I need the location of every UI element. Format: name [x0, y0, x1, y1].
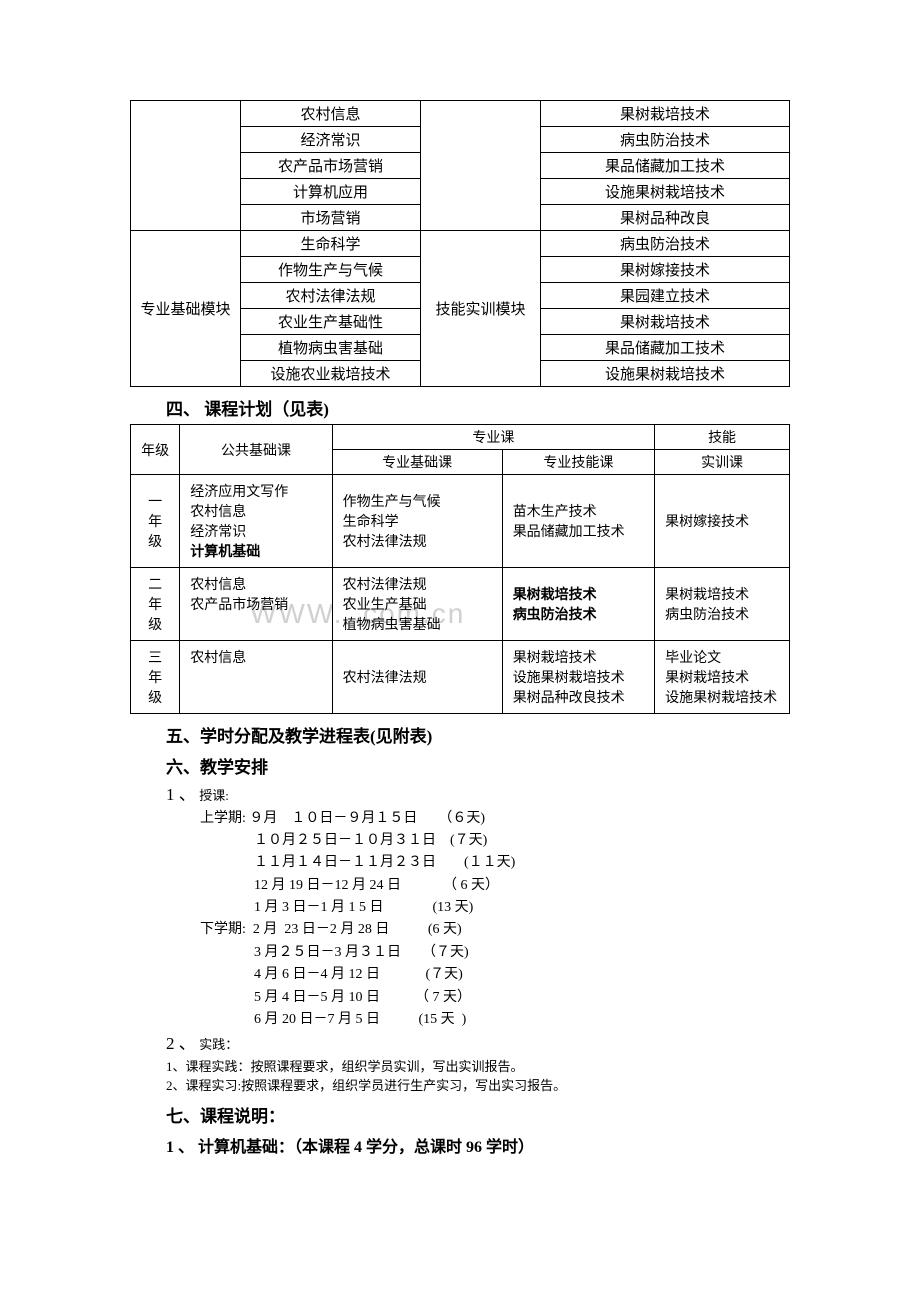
- col-pro-skill: 专业技能课: [502, 450, 654, 475]
- module-left-item: 经济常识: [241, 127, 421, 153]
- plan-cell: 果树栽培技术设施果树栽培技术果树品种改良技术: [502, 641, 654, 714]
- item-2-num: 2 、: [166, 1034, 196, 1053]
- schedule-line: 1 月 3 日－1 月 1 5 日 (13 天): [240, 897, 790, 919]
- plan-cell: 果树嫁接技术: [655, 475, 790, 568]
- plan-cell: 农村法律法规: [332, 641, 502, 714]
- module-right-item: 果品储藏加工技术: [541, 335, 790, 361]
- heading-4: 四、 课程计划（见表): [166, 395, 790, 420]
- module-left-item: 作物生产与气候: [241, 257, 421, 283]
- col-skill: 技能: [655, 425, 790, 450]
- module-right-item: 设施果树栽培技术: [541, 361, 790, 387]
- module-right-label: [421, 101, 541, 231]
- schedule-line: 6 月 20 日－7 月 5 日 (15 天 ): [240, 1009, 790, 1031]
- plan-cell: 农村信息: [180, 641, 332, 714]
- module-right-item: 病虫防治技术: [541, 231, 790, 257]
- heading-6: 六、教学安排: [166, 753, 790, 778]
- grade-cell: 二年级: [131, 568, 180, 641]
- module-right-item: 果品储藏加工技术: [541, 153, 790, 179]
- schedule-line: 4 月 6 日－4 月 12 日 (７天): [240, 964, 790, 986]
- schedule-line: １０月２５日－１０月３１日 (７天): [240, 830, 790, 852]
- module-right-item: 病虫防治技术: [541, 127, 790, 153]
- item-2: 2 、 实践：: [166, 1031, 790, 1057]
- plan-cell: 苗木生产技术果品储藏加工技术: [502, 475, 654, 568]
- module-right-item: 果树嫁接技术: [541, 257, 790, 283]
- module-right-item: 果园建立技术: [541, 283, 790, 309]
- schedule-line: 12 月 19 日－12 月 24 日 （ 6 天）: [240, 875, 790, 897]
- heading-5: 五、学时分配及教学进程表(见附表): [166, 722, 790, 747]
- module-left-item: 农产品市场营销: [241, 153, 421, 179]
- module-right-item: 设施果树栽培技术: [541, 179, 790, 205]
- item-1-num: 1 、: [166, 785, 196, 804]
- col-pro: 专业课: [332, 425, 654, 450]
- schedule-line: 下学期: 2 月 23 日－2 月 28 日 (6 天): [200, 919, 790, 941]
- module-left-label: 专业基础模块: [131, 231, 241, 387]
- module-left-item: 生命科学: [241, 231, 421, 257]
- schedule-line: 5 月 4 日－5 月 10 日 （ 7 天）: [240, 987, 790, 1009]
- item-1: 1 、 授课:: [166, 782, 790, 808]
- schedule-lower: 下学期: 2 月 23 日－2 月 28 日 (6 天) 3 月２５日－3 月３…: [130, 919, 790, 1031]
- module-left-item: 农业生产基础性: [241, 309, 421, 335]
- module-table: 农村信息果树栽培技术经济常识病虫防治技术农产品市场营销果品储藏加工技术计算机应用…: [130, 100, 790, 387]
- page-content: 农村信息果树栽培技术经济常识病虫防治技术农产品市场营销果品储藏加工技术计算机应用…: [130, 100, 790, 1157]
- module-right-item: 果树栽培技术: [541, 309, 790, 335]
- schedule-line: １１月１４日－１１月２３日 (１１天): [240, 852, 790, 874]
- col-grade: 年级: [131, 425, 180, 475]
- module-right-item: 果树品种改良: [541, 205, 790, 231]
- plan-cell: 作物生产与气候生命科学农村法律法规: [332, 475, 502, 568]
- module-left-item: 市场营销: [241, 205, 421, 231]
- grade-cell: 三年级: [131, 641, 180, 714]
- col-train: 实训课: [655, 450, 790, 475]
- schedule-line: 上学期: ９月 １０日－９月１５日 （６天): [200, 808, 790, 830]
- practice-1: 1、课程实践：按照课程要求，组织学员实训，写出实训报告。: [166, 1057, 790, 1077]
- col-public: 公共基础课: [180, 425, 332, 475]
- module-left-item: 植物病虫害基础: [241, 335, 421, 361]
- course-plan-table: 年级 公共基础课 专业课 技能 专业基础课 专业技能课 实训课 一年级经济应用文…: [130, 424, 790, 714]
- module-right-label: 技能实训模块: [421, 231, 541, 387]
- module-left-item: 设施农业栽培技术: [241, 361, 421, 387]
- plan-cell: 经济应用文写作农村信息经济常识计算机基础: [180, 475, 332, 568]
- plan-cell: 农村信息农产品市场营销: [180, 568, 332, 641]
- plan-cell: 果树栽培技术病虫防治技术: [502, 568, 654, 641]
- plan-cell: 农村法律法规农业生产基础植物病虫害基础: [332, 568, 502, 641]
- plan-cell: 果树栽培技术病虫防治技术: [655, 568, 790, 641]
- module-left-label: [131, 101, 241, 231]
- item-2-txt: 实践：: [199, 1037, 238, 1052]
- heading-7: 七、课程说明：: [166, 1102, 790, 1127]
- schedule-upper: 上学期: ９月 １０日－９月１５日 （６天) １０月２５日－１０月３１日 (７天…: [130, 808, 790, 920]
- module-left-item: 计算机应用: [241, 179, 421, 205]
- module-right-item: 果树栽培技术: [541, 101, 790, 127]
- course-1: 1 、 计算机基础：（本课程 4 学分，总课时 96 学时）: [166, 1133, 790, 1157]
- item-1-txt: 授课:: [199, 788, 229, 803]
- practice-2: 2、课程实习:按照课程要求，组织学员进行生产实习，写出实习报告。: [166, 1076, 790, 1096]
- grade-cell: 一年级: [131, 475, 180, 568]
- module-left-item: 农村法律法规: [241, 283, 421, 309]
- module-left-item: 农村信息: [241, 101, 421, 127]
- col-pro-base: 专业基础课: [332, 450, 502, 475]
- plan-cell: 毕业论文果树栽培技术设施果树栽培技术: [655, 641, 790, 714]
- schedule-line: 3 月２５日－3 月３１日 （７天): [240, 942, 790, 964]
